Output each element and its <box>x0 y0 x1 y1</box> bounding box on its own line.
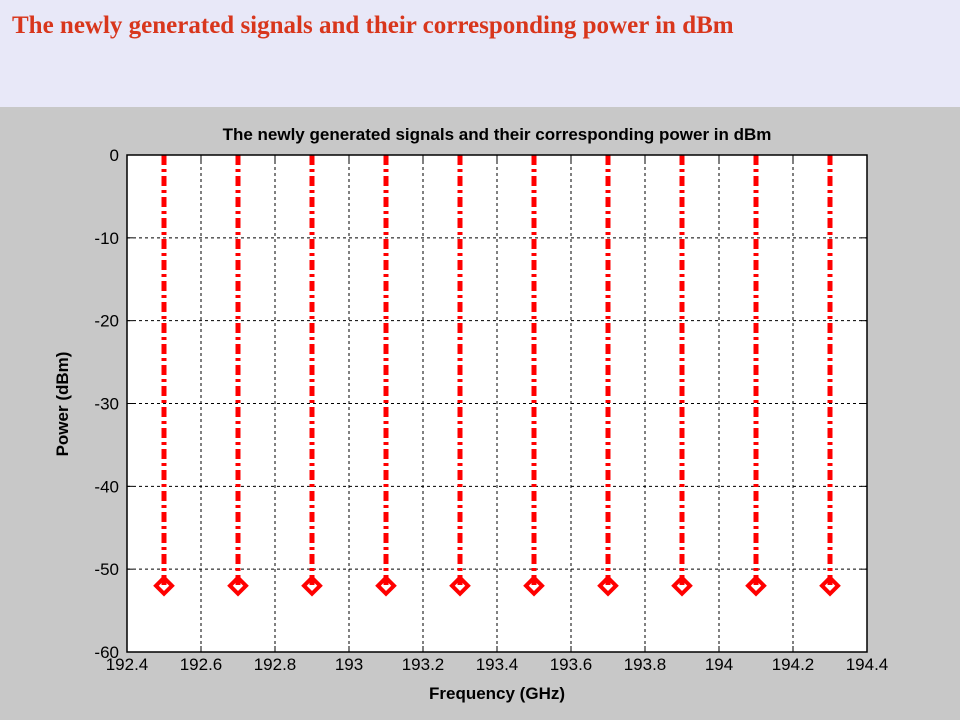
x-tick-label: 193 <box>335 655 363 674</box>
signal-marker <box>597 574 619 597</box>
x-axis-label: Frequency (GHz) <box>429 684 565 703</box>
signal-marker <box>523 574 545 597</box>
x-tick-label: 194 <box>705 655 733 674</box>
signal-marker <box>375 574 397 597</box>
x-tick-label: 192.8 <box>254 655 297 674</box>
signal-markers <box>153 574 841 597</box>
x-tick-label: 193.8 <box>624 655 667 674</box>
y-tick-label: -40 <box>94 477 119 496</box>
y-tick-label: -60 <box>94 643 119 662</box>
x-tick-label: 192.4 <box>106 655 149 674</box>
x-tick-label: 194.2 <box>772 655 815 674</box>
x-tick-labels: 192.4 192.6 192.8 193 193.2 193.4 193.6 193.8 19… <box>106 655 889 674</box>
x-tick-label: 194.4 <box>846 655 889 674</box>
signal-marker <box>449 574 471 597</box>
y-tick-label: -20 <box>94 312 119 331</box>
signal-marker <box>153 574 175 597</box>
y-tick-label: -50 <box>94 560 119 579</box>
signal-marker <box>671 574 693 597</box>
signal-marker <box>819 574 841 597</box>
slide-title: The newly generated signals and their co… <box>12 12 734 39</box>
signal-marker <box>745 574 767 597</box>
y-tick-labels: 0 -10 -20 -30 -40 -50 -60 <box>94 146 119 662</box>
y-axis-label: Power (dBm) <box>53 352 72 457</box>
y-tick-label: 0 <box>110 146 119 165</box>
slide-header: The newly generated signals and their co… <box>0 0 960 107</box>
signal-marker <box>227 574 249 597</box>
signal-stems <box>161 155 833 586</box>
x-tick-label: 192.6 <box>180 655 223 674</box>
chart-title: The newly generated signals and their co… <box>223 125 772 144</box>
grid-lines <box>127 155 867 652</box>
x-tick-label: 193.6 <box>550 655 593 674</box>
y-tick-label: -30 <box>94 395 119 414</box>
x-tick-label: 193.4 <box>476 655 519 674</box>
tick-marks <box>126 154 868 653</box>
signal-marker <box>301 574 323 597</box>
y-tick-label: -10 <box>94 229 119 248</box>
x-tick-label: 193.2 <box>402 655 445 674</box>
